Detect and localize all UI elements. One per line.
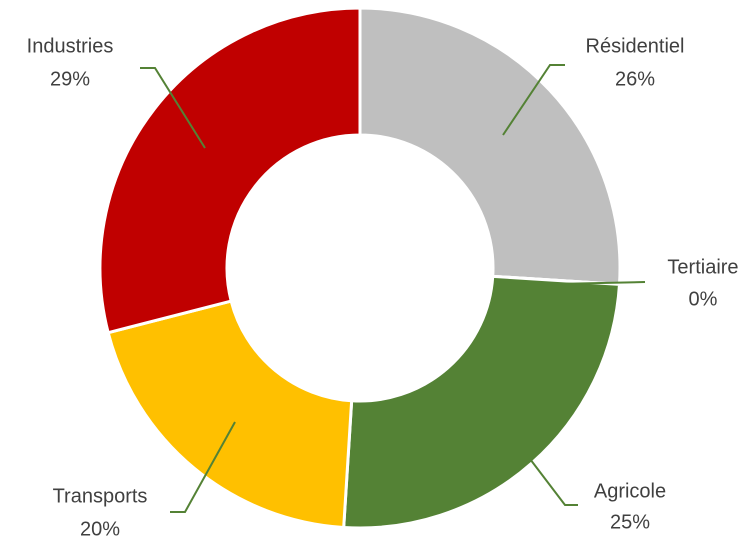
value-label: 29% xyxy=(50,68,90,90)
donut-slice xyxy=(98,6,362,335)
category-label: Résidentiel xyxy=(586,35,685,57)
value-label: 20% xyxy=(80,518,120,540)
leader-line xyxy=(502,64,565,136)
leader-line xyxy=(170,421,236,513)
donut-slice xyxy=(106,299,354,530)
category-label: Agricole xyxy=(594,480,666,502)
leader-line xyxy=(140,67,206,149)
donut-slice xyxy=(358,6,622,286)
category-label: Industries xyxy=(27,35,114,57)
category-label: Tertiaire xyxy=(667,256,738,278)
value-label: 26% xyxy=(615,68,655,90)
value-label: 0% xyxy=(689,288,718,310)
leader-line xyxy=(554,281,646,285)
category-label: Transports xyxy=(53,485,148,507)
leader-line xyxy=(526,454,578,506)
value-label: 25% xyxy=(610,511,650,533)
donut-slice xyxy=(342,274,622,530)
